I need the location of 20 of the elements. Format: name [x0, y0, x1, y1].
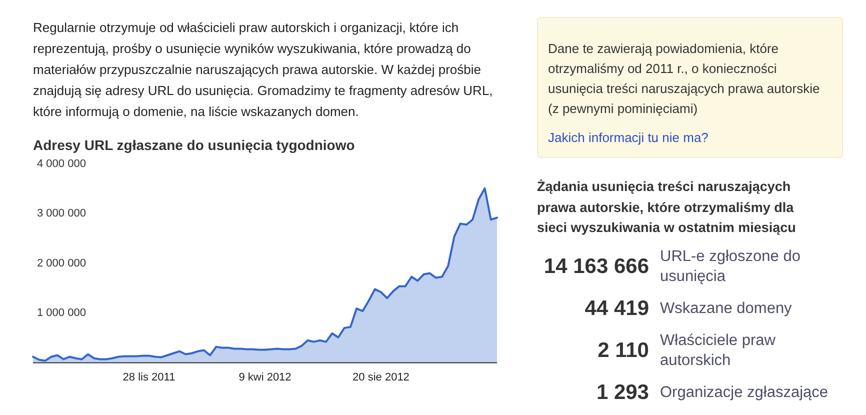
- text: Żądania usunięcia treści naruszających prawa autorskie, które otrzymaliśmy dla sieci wyszukiwania w ostatnim miesiącu: [537, 178, 797, 237]
- data-label: 14 163 666: [542, 254, 649, 280]
- category-label: URL-e zgłoszone do usunięcia: [660, 246, 802, 286]
- chart-title: Adresy URL zgłaszane do usunięcia tygodniowo: [33, 136, 355, 154]
- text: Jakich informacji tu nie ma?: [548, 129, 710, 147]
- y-tick-label: 4 000 000: [37, 158, 86, 170]
- data-label: 44 419: [584, 296, 649, 322]
- text: Dane te zawierają powiadomienia, które otrzymaliśmy od 2011 r., o konieczności usunięcia treści naruszających prawa autorskie (z pewnymi pominięciami): [548, 40, 821, 118]
- category-label: Właściciele praw autorskich: [660, 330, 776, 370]
- y-tick-label: 3 000 000: [37, 208, 86, 220]
- data-label: 1 293: [595, 380, 649, 406]
- x-tick-label: 9 kwi 2012: [238, 372, 292, 384]
- text: Regularnie otrzymuje od właścicieli praw autorskich i organizacji, które ich reprezentują, prośby o usunięcie wyników wyszukiwania, które prowadzą do materiałów przypuszczalnie naruszających prawa autorskie. W każdej prośbie znajdują się adresy URL do usunięcia. Gromadzimy te fragmenty adresów URL, które informują o domenie, na liście wskazanych domen.: [33, 19, 494, 121]
- y-tick-label: 1 000 000: [37, 307, 86, 320]
- x-tick-label: 20 sie 2012: [352, 372, 410, 384]
- category-label: Organizacje zgłaszające: [660, 382, 830, 402]
- x-tick-label: 28 lis 2011: [122, 372, 176, 384]
- category-label: Wskazane domeny: [660, 298, 793, 318]
- data-label: 2 110: [596, 338, 649, 364]
- y-tick-label: 2 000 000: [37, 257, 86, 270]
